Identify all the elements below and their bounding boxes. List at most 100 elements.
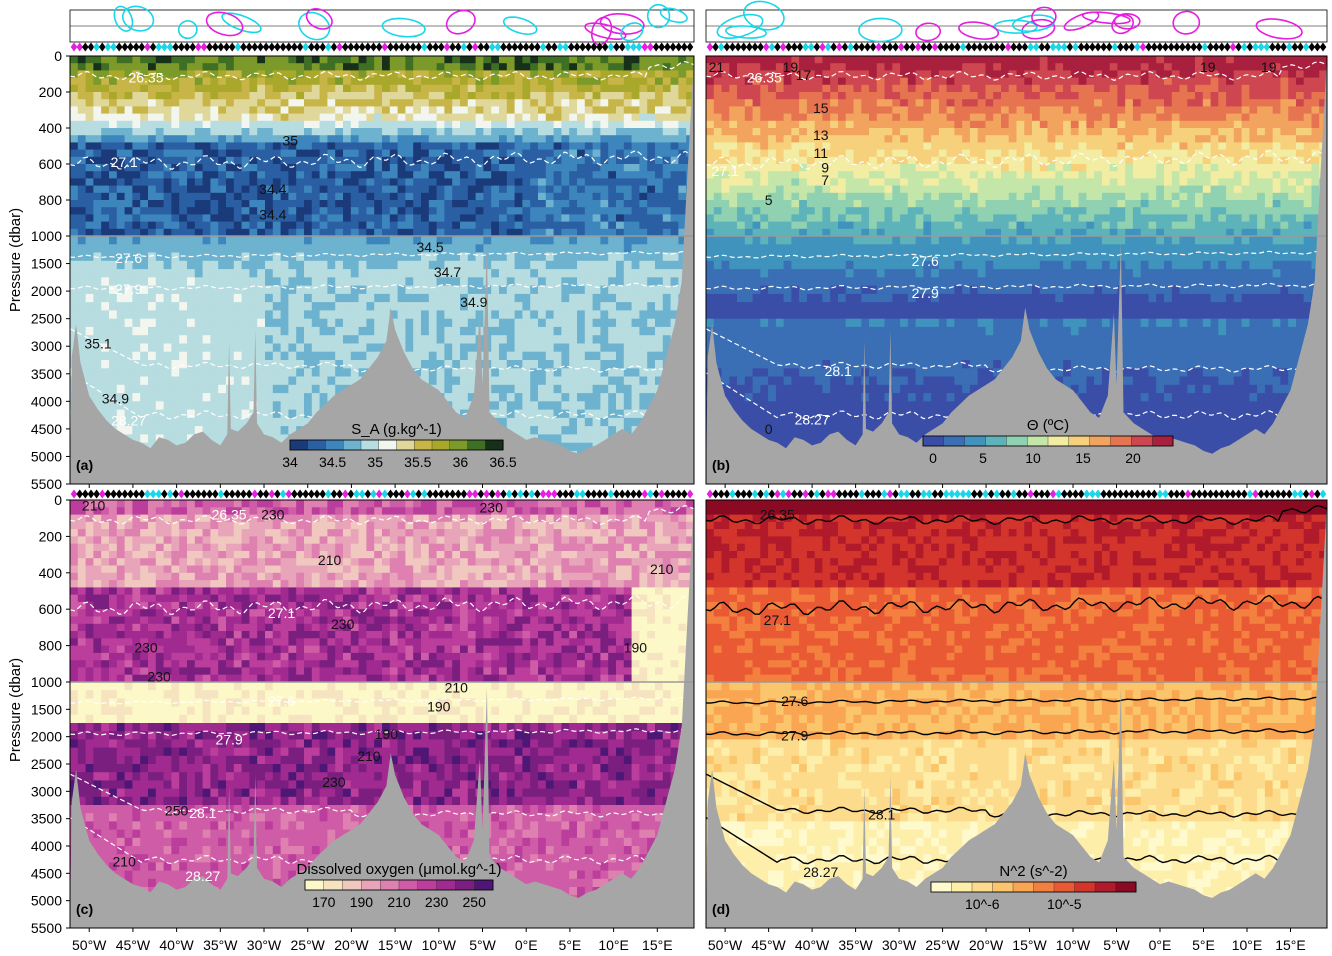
heatmap-cell (662, 207, 672, 215)
heatmap-cell (530, 113, 539, 122)
heatmap-cell (729, 56, 738, 64)
heatmap-cell (545, 384, 555, 394)
heatmap-cell (155, 310, 165, 320)
heatmap-cell (623, 244, 633, 254)
heatmap-cell (124, 200, 133, 208)
heatmap-cell (194, 252, 204, 262)
heatmap-cell (350, 252, 360, 262)
heatmap-cell (737, 384, 746, 394)
heatmap-cell (187, 99, 196, 107)
heatmap-cell (460, 192, 469, 201)
heatmap-cell (218, 192, 227, 201)
heatmap-cell (311, 178, 321, 187)
heatmap-cell (311, 142, 321, 151)
heatmap-cell (678, 113, 687, 122)
station-marker (364, 42, 372, 52)
heatmap-cell (272, 393, 282, 402)
heatmap-cell (280, 360, 289, 369)
heatmap-cell (265, 156, 274, 165)
heatmap-cell (382, 252, 391, 262)
heatmap-cell (319, 149, 328, 158)
heatmap-cell (218, 142, 227, 151)
contour-label: 27.9 (115, 281, 142, 297)
heatmap-cell (343, 56, 352, 64)
heatmap-cell (335, 84, 344, 93)
heatmap-cell (600, 228, 609, 237)
heatmap-cell (116, 417, 126, 427)
heatmap-cell (257, 142, 266, 151)
heatmap-cell (140, 120, 149, 129)
heatmap-cell (522, 302, 531, 311)
heatmap-cell (460, 221, 469, 230)
heatmap-cell (545, 120, 555, 129)
heatmap-cell (600, 214, 609, 223)
heatmap-cell (148, 171, 157, 179)
heatmap-cell (101, 293, 110, 303)
heatmap-cell (475, 99, 484, 107)
heatmap-cell (744, 417, 754, 427)
heatmap-cell (506, 236, 516, 245)
heatmap-cell (210, 285, 219, 295)
heatmap-cell (366, 142, 375, 151)
heatmap-cell (436, 156, 445, 165)
heatmap-cell (729, 384, 738, 394)
heatmap-cell (737, 63, 746, 71)
heatmap-cell (311, 200, 321, 208)
heatmap-cell (600, 70, 609, 79)
station-marker (607, 42, 615, 52)
heatmap-cell (577, 318, 586, 328)
heatmap-cell (428, 252, 438, 262)
heatmap-cell (584, 310, 594, 320)
heatmap-cell (374, 318, 383, 328)
heatmap-cell (421, 310, 430, 320)
heatmap-cell (405, 277, 414, 287)
heatmap-cell (116, 426, 126, 435)
heatmap-cell (374, 106, 383, 115)
heatmap-cell (343, 351, 352, 361)
heatmap-cell (226, 293, 235, 303)
heatmap-cell (280, 142, 289, 151)
heatmap-cell (350, 302, 360, 311)
heatmap-cell (93, 236, 102, 245)
heatmap-cell (577, 310, 586, 320)
station-marker (308, 42, 315, 52)
heatmap-cell (436, 228, 445, 237)
heatmap-cell (382, 302, 391, 311)
heatmap-cell (257, 92, 266, 100)
heatmap-cell (187, 185, 196, 194)
heatmap-cell (584, 178, 594, 187)
heatmap-cell (202, 351, 211, 361)
heatmap-cell (389, 70, 399, 79)
station-marker (528, 42, 536, 52)
heatmap-cell (187, 200, 196, 208)
heatmap-cell (124, 277, 133, 287)
heatmap-cell (600, 106, 609, 115)
heatmap-cell (561, 384, 570, 394)
heatmap-cell (358, 164, 367, 172)
heatmap-cell (655, 171, 664, 179)
heatmap-cell (678, 200, 687, 208)
heatmap-cell (218, 401, 227, 411)
heatmap-cell (155, 221, 165, 230)
heatmap-cell (483, 228, 492, 237)
heatmap-cell (288, 343, 297, 353)
heatmap-cell (655, 236, 664, 245)
heatmap-cell (319, 214, 328, 223)
heatmap-cell (148, 149, 157, 158)
heatmap-cell (397, 106, 406, 115)
heatmap-cell (721, 318, 730, 328)
heatmap-cell (706, 228, 715, 237)
heatmap-cell (202, 384, 211, 394)
heatmap-cell (413, 185, 422, 194)
heatmap-cell (600, 200, 609, 208)
heatmap-cell (561, 376, 570, 386)
heatmap-cell (436, 236, 445, 245)
heatmap-cell (265, 326, 274, 336)
heatmap-cell (226, 56, 235, 64)
station-marker (268, 42, 276, 52)
heatmap-cell (413, 120, 422, 129)
heatmap-cell (706, 269, 715, 278)
heatmap-cell (70, 192, 79, 201)
heatmap-cell (600, 221, 609, 230)
heatmap-cell (561, 343, 570, 353)
